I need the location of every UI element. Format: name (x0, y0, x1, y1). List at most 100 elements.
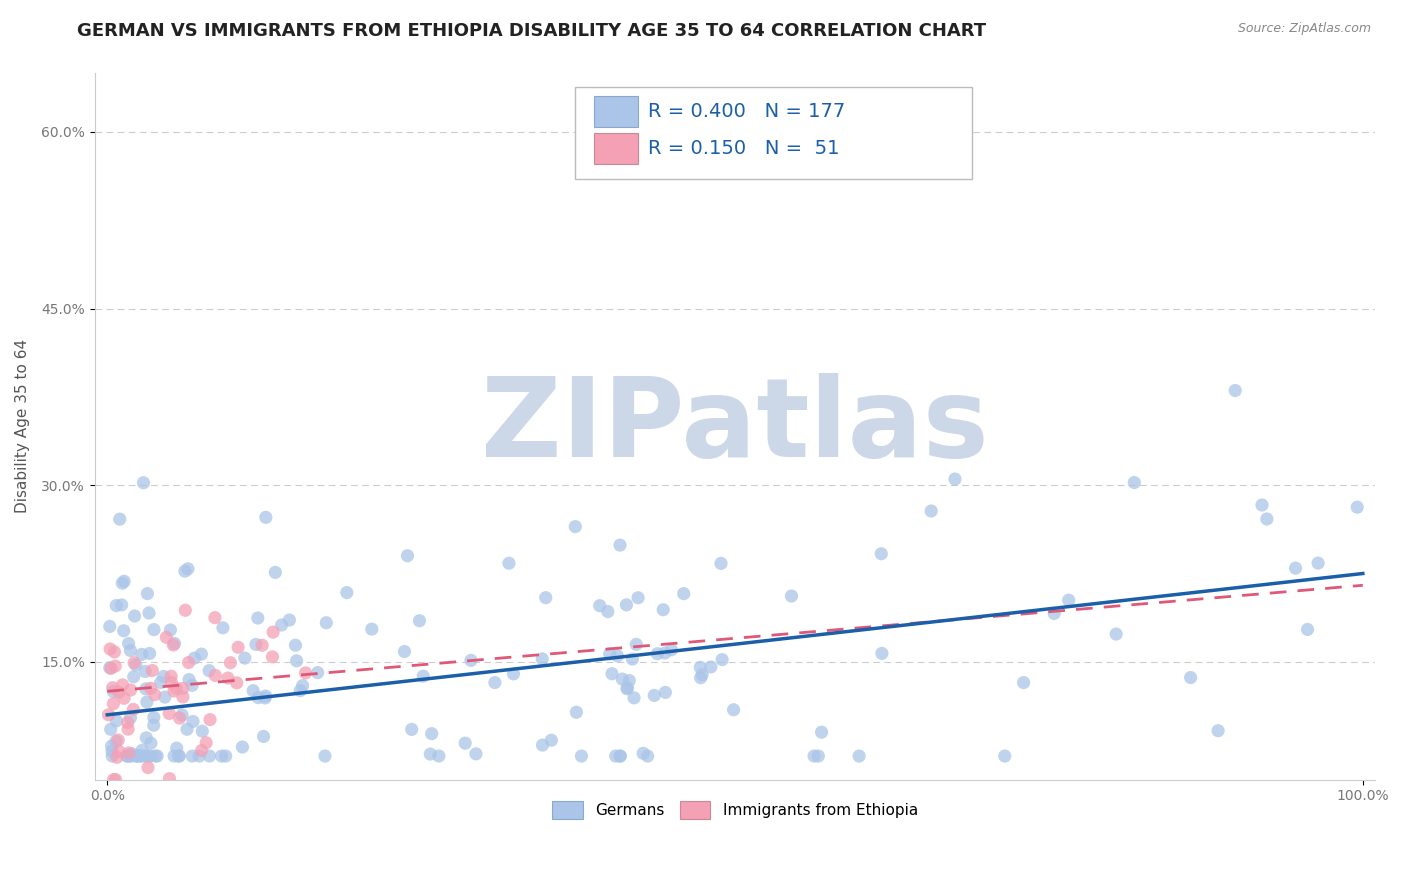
Point (101, 681, 124, 695)
Point (120, 711, 142, 725)
Point (181, 714, 204, 729)
Point (420, 726, 443, 740)
Point (120, 749, 142, 764)
Point (596, 605, 619, 619)
Point (689, 671, 711, 685)
Point (291, 679, 314, 693)
Point (163, 636, 186, 650)
Point (689, 660, 711, 674)
Point (609, 749, 631, 764)
Point (943, 472, 966, 486)
Point (285, 654, 308, 668)
Point (233, 651, 256, 665)
Point (627, 591, 650, 605)
Point (120, 683, 142, 698)
Point (134, 665, 156, 679)
Point (181, 749, 204, 764)
Point (810, 725, 832, 739)
Point (165, 681, 187, 696)
Point (612, 672, 634, 686)
Text: R = 0.400   N = 177: R = 0.400 N = 177 (648, 103, 845, 121)
FancyBboxPatch shape (595, 96, 638, 128)
Point (195, 736, 218, 750)
Point (172, 681, 194, 696)
Point (219, 656, 242, 670)
Point (616, 681, 638, 695)
Point (111, 678, 134, 692)
Point (1105, 627, 1128, 641)
Point (690, 667, 713, 681)
Point (136, 586, 159, 600)
Point (654, 646, 676, 660)
Point (98, 661, 121, 675)
Point (1206, 723, 1229, 738)
Point (112, 624, 135, 638)
FancyBboxPatch shape (575, 87, 972, 179)
Point (278, 613, 301, 627)
Point (711, 652, 734, 666)
Point (104, 772, 127, 787)
Point (169, 711, 191, 725)
Point (131, 743, 153, 757)
Point (246, 611, 269, 625)
Point (454, 736, 477, 750)
Point (105, 734, 128, 748)
Point (427, 749, 450, 764)
Point (1251, 498, 1274, 512)
Point (117, 722, 139, 736)
Legend: Germans, Immigrants from Ethiopia: Germans, Immigrants from Ethiopia (546, 795, 924, 825)
Text: ZIPatlas: ZIPatlas (481, 373, 988, 480)
Point (174, 603, 197, 617)
Point (1057, 593, 1080, 607)
Point (606, 648, 628, 663)
Point (169, 749, 191, 764)
Point (540, 733, 562, 747)
Point (107, 733, 129, 747)
Point (118, 746, 141, 760)
Point (160, 675, 183, 690)
Point (112, 691, 135, 706)
Point (100, 739, 122, 753)
Point (710, 557, 733, 571)
Point (294, 665, 316, 680)
Point (1346, 500, 1368, 515)
Point (159, 623, 181, 637)
Point (394, 644, 416, 658)
Point (155, 630, 177, 644)
Point (167, 749, 190, 764)
Point (484, 675, 506, 690)
Point (162, 638, 184, 652)
Point (100, 661, 122, 675)
Point (609, 749, 631, 764)
Point (105, 750, 128, 764)
Point (631, 747, 654, 761)
Point (1123, 475, 1146, 490)
Point (143, 688, 166, 702)
Point (531, 652, 554, 666)
Point (97, 707, 120, 722)
Point (138, 606, 160, 620)
Point (571, 749, 593, 764)
Point (336, 585, 359, 599)
Point (103, 772, 125, 787)
Point (98, 642, 121, 657)
Point (177, 656, 200, 670)
Text: Source: ZipAtlas.com: Source: ZipAtlas.com (1237, 22, 1371, 36)
Point (723, 703, 745, 717)
Point (117, 749, 139, 764)
Point (135, 681, 157, 696)
Point (565, 705, 588, 719)
Point (245, 637, 267, 651)
Point (231, 739, 253, 754)
Text: GERMAN VS IMMIGRANTS FROM ETHIOPIA DISABILITY AGE 35 TO 64 CORRELATION CHART: GERMAN VS IMMIGRANTS FROM ETHIOPIA DISAB… (77, 22, 987, 40)
Point (531, 738, 554, 752)
Point (204, 668, 226, 682)
Point (396, 549, 419, 563)
Point (122, 702, 145, 716)
Point (1225, 384, 1247, 398)
Point (807, 749, 830, 764)
Point (142, 718, 165, 732)
Point (98, 619, 121, 633)
Point (131, 648, 153, 662)
Point (121, 747, 143, 761)
